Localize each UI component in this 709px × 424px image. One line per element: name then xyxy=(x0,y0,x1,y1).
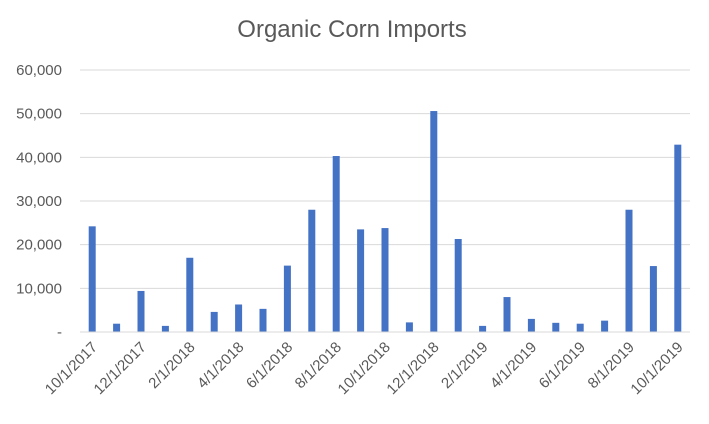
x-tick-label: 12/1/2017 xyxy=(91,339,150,398)
bar xyxy=(430,111,438,333)
x-tick-label: 6/1/2018 xyxy=(243,339,296,392)
x-tick-label: 2/1/2018 xyxy=(145,339,198,392)
bar xyxy=(88,226,96,332)
bar xyxy=(332,156,340,332)
bar xyxy=(259,308,267,332)
x-tick-label: 12/1/2018 xyxy=(383,339,442,398)
y-tick-label: - xyxy=(57,324,62,341)
y-tick-label: 40,000 xyxy=(16,149,62,166)
x-axis-tick-labels: 10/1/201712/1/20172/1/20184/1/20186/1/20… xyxy=(42,339,687,398)
bar xyxy=(601,320,609,332)
bar xyxy=(552,322,560,332)
bar xyxy=(137,290,145,332)
bar xyxy=(674,144,682,332)
x-tick-label: 4/1/2019 xyxy=(487,339,540,392)
bar xyxy=(113,323,121,332)
x-tick-label: 2/1/2019 xyxy=(438,339,491,392)
bar xyxy=(625,209,633,332)
y-tick-label: 60,000 xyxy=(16,62,62,79)
bar xyxy=(479,325,487,332)
y-tick-label: 30,000 xyxy=(16,193,62,210)
y-tick-label: 10,000 xyxy=(16,280,62,297)
chart-title: Organic Corn Imports xyxy=(237,16,466,43)
x-tick-label: 10/1/2019 xyxy=(627,339,686,398)
x-tick-label: 4/1/2018 xyxy=(194,339,247,392)
bar xyxy=(210,311,218,332)
y-tick-label: 50,000 xyxy=(16,106,62,123)
bar xyxy=(308,209,316,332)
bar xyxy=(235,304,243,332)
x-tick-label: 10/1/2018 xyxy=(335,339,394,398)
gridlines xyxy=(80,69,690,289)
bar xyxy=(649,266,657,332)
bars xyxy=(88,111,682,333)
bar xyxy=(161,325,169,332)
bar xyxy=(576,323,584,332)
bar xyxy=(186,257,194,332)
bar xyxy=(381,228,389,332)
bar xyxy=(405,322,413,332)
bar xyxy=(503,297,511,332)
y-axis-tick-labels: - 10,000 20,000 30,000 40,000 50,000 60,000 xyxy=(16,62,62,341)
bar xyxy=(283,265,291,332)
bar xyxy=(357,229,365,332)
x-tick-label: 6/1/2019 xyxy=(536,339,589,392)
bar xyxy=(527,318,535,332)
x-tick-label: 10/1/2017 xyxy=(42,339,101,398)
bar xyxy=(454,238,462,332)
y-tick-label: 20,000 xyxy=(16,237,62,254)
